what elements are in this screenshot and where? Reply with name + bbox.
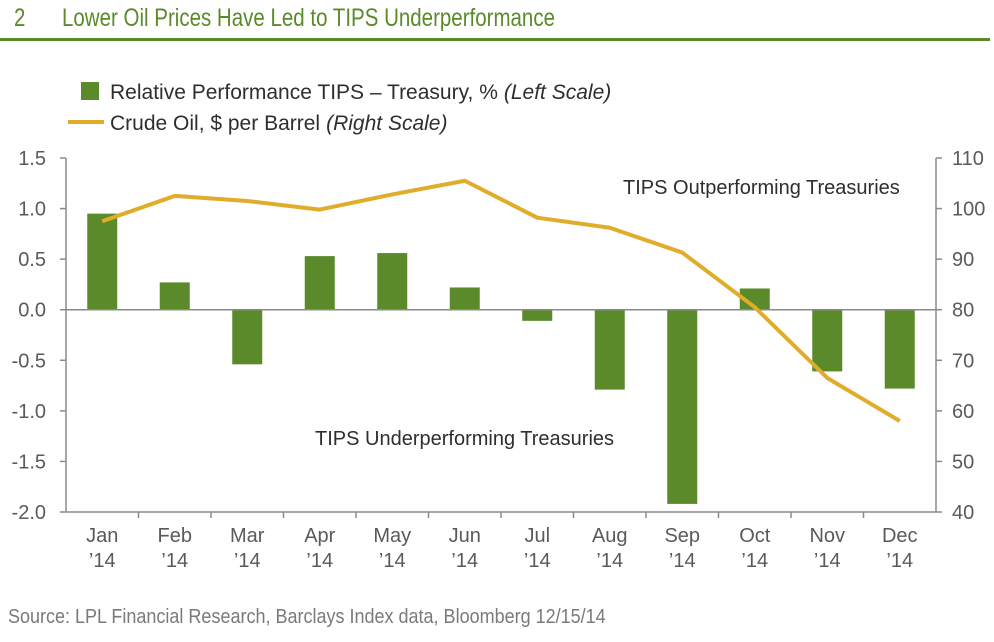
- chart-title: Lower Oil Prices Have Led to TIPS Underp…: [62, 4, 555, 32]
- bar-series: [87, 213, 915, 504]
- right-tick-label: 80: [952, 300, 974, 322]
- legend-label-line-main: Crude Oil, $ per Barrel: [110, 112, 320, 135]
- bar: [812, 309, 843, 372]
- legend-label-bars-main: Relative Performance TIPS – Treasury, %: [110, 81, 498, 104]
- x-tick-label-month: Nov: [809, 525, 845, 547]
- bar: [522, 309, 553, 321]
- x-tick-label-year: ’14: [596, 550, 623, 572]
- legend: Relative Performance TIPS – Treasury, % (…: [68, 81, 611, 135]
- bar: [884, 309, 915, 389]
- left-tick-label: 0.0: [18, 300, 46, 322]
- legend-label-line: Crude Oil, $ per Barrel (Right Scale): [110, 112, 447, 135]
- x-tick-label-year: ’14: [886, 550, 913, 572]
- bar: [739, 288, 770, 310]
- tick-labels: 1.5 1.0 0.5 0.0 -0.5 -1.0 -1.5 -2.0 110 100 90 80 70…: [12, 148, 986, 572]
- bar: [594, 309, 625, 390]
- header-rule: [0, 38, 990, 41]
- legend-label-bars-scale: (Left Scale): [504, 81, 611, 104]
- legend-label-line-scale: (Right Scale): [326, 112, 447, 135]
- left-tick-label: 0.5: [18, 249, 46, 271]
- bar: [87, 213, 118, 310]
- x-tick-label-year: ’14: [741, 550, 768, 572]
- x-tick-label-year: ’14: [306, 550, 333, 572]
- axes: [60, 157, 942, 518]
- x-tick-label-year: ’14: [524, 550, 551, 572]
- right-tick-label: 100: [952, 199, 985, 221]
- x-tick-label-month: May: [373, 525, 411, 547]
- x-tick-label-month: Jan: [86, 525, 118, 547]
- x-tick-label-year: ’14: [234, 550, 261, 572]
- legend-swatch-bars: [81, 82, 99, 100]
- chart-header: 2 Lower Oil Prices Have Led to TIPS Unde…: [0, 0, 994, 42]
- right-tick-label: 90: [952, 249, 974, 271]
- right-tick-label: 50: [952, 451, 974, 473]
- line-series: [101, 178, 901, 423]
- bar: [232, 309, 263, 365]
- annotation-outperforming: TIPS Outperforming Treasuries: [623, 177, 900, 199]
- bar: [304, 256, 335, 310]
- right-tick-label: 110: [952, 148, 984, 170]
- x-tick-label-year: ’14: [161, 550, 188, 572]
- left-tick-label: -0.5: [12, 350, 46, 372]
- oil-price-line: [101, 178, 901, 423]
- x-tick-label-year: ’14: [451, 550, 478, 572]
- x-tick-label-month: Sep: [664, 525, 700, 547]
- bar: [377, 253, 408, 310]
- x-tick-label-year: ’14: [379, 550, 406, 572]
- x-tick-label-month: Aug: [592, 525, 628, 547]
- x-tick-label-month: Oct: [739, 525, 771, 547]
- left-tick-label: 1.5: [18, 148, 46, 170]
- bar: [449, 287, 480, 310]
- x-tick-label-month: Mar: [230, 525, 265, 547]
- bar: [667, 309, 698, 504]
- left-tick-label: -1.5: [12, 451, 46, 473]
- right-tick-label: 40: [952, 502, 974, 524]
- x-tick-label-month: Jun: [449, 525, 481, 547]
- source-note: Source: LPL Financial Research, Barclays…: [8, 606, 606, 628]
- right-tick-label: 60: [952, 401, 974, 423]
- bar: [159, 282, 190, 310]
- left-tick-label: -2.0: [12, 502, 46, 524]
- left-tick-label: 1.0: [18, 199, 46, 221]
- figure-number: 2: [14, 4, 26, 32]
- right-tick-label: 70: [952, 350, 974, 372]
- x-tick-label-month: Apr: [304, 525, 335, 547]
- x-tick-label-year: ’14: [669, 550, 696, 572]
- x-tick-label-month: Jul: [524, 525, 550, 547]
- x-tick-label-year: ’14: [814, 550, 841, 572]
- annotation-underperforming: TIPS Underperforming Treasuries: [315, 428, 614, 450]
- left-tick-label: -1.0: [12, 401, 46, 423]
- x-tick-label-year: ’14: [89, 550, 116, 572]
- x-tick-label-month: Feb: [158, 525, 192, 547]
- x-tick-label-month: Dec: [882, 525, 918, 547]
- legend-label-bars: Relative Performance TIPS – Treasury, % (…: [110, 81, 611, 104]
- chart-canvas: Relative Performance TIPS – Treasury, % (…: [12, 81, 986, 572]
